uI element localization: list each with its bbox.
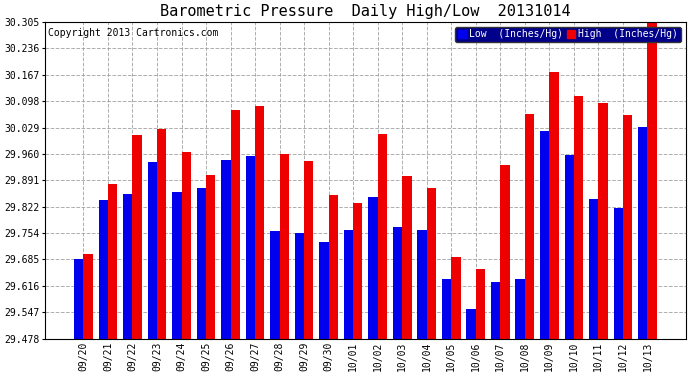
Bar [417, 230, 426, 339]
Bar [319, 242, 328, 339]
Bar [442, 279, 451, 339]
Bar [525, 114, 534, 339]
Bar [221, 160, 230, 339]
Bar [295, 232, 304, 339]
Bar [255, 106, 264, 339]
Bar [304, 161, 313, 339]
Bar [148, 162, 157, 339]
Bar [623, 115, 632, 339]
Bar [549, 72, 559, 339]
Bar [181, 152, 191, 339]
Bar [270, 231, 279, 339]
Legend: Low  (Inches/Hg), High  (Inches/Hg): Low (Inches/Hg), High (Inches/Hg) [455, 27, 681, 42]
Bar [368, 197, 377, 339]
Title: Barometric Pressure  Daily High/Low  20131014: Barometric Pressure Daily High/Low 20131… [160, 4, 571, 19]
Bar [564, 155, 574, 339]
Bar [246, 156, 255, 339]
Text: Copyright 2013 Cartronics.com: Copyright 2013 Cartronics.com [48, 28, 219, 38]
Bar [123, 194, 132, 339]
Bar [613, 208, 623, 339]
Bar [377, 134, 387, 339]
Bar [393, 227, 402, 339]
Bar [344, 230, 353, 339]
Bar [500, 165, 510, 339]
Bar [172, 192, 181, 339]
Bar [451, 256, 460, 339]
Bar [638, 127, 647, 339]
Bar [475, 269, 485, 339]
Bar [426, 188, 436, 339]
Bar [574, 96, 583, 339]
Bar [466, 309, 475, 339]
Bar [353, 203, 362, 339]
Bar [132, 135, 141, 339]
Bar [83, 254, 92, 339]
Bar [197, 189, 206, 339]
Bar [108, 184, 117, 339]
Bar [402, 176, 411, 339]
Bar [206, 175, 215, 339]
Bar [230, 110, 240, 339]
Bar [589, 199, 598, 339]
Bar [491, 282, 500, 339]
Bar [328, 195, 338, 339]
Bar [99, 200, 108, 339]
Bar [515, 279, 525, 339]
Bar [647, 18, 657, 339]
Bar [540, 131, 549, 339]
Bar [157, 129, 166, 339]
Bar [74, 260, 83, 339]
Bar [279, 154, 289, 339]
Bar [598, 104, 608, 339]
